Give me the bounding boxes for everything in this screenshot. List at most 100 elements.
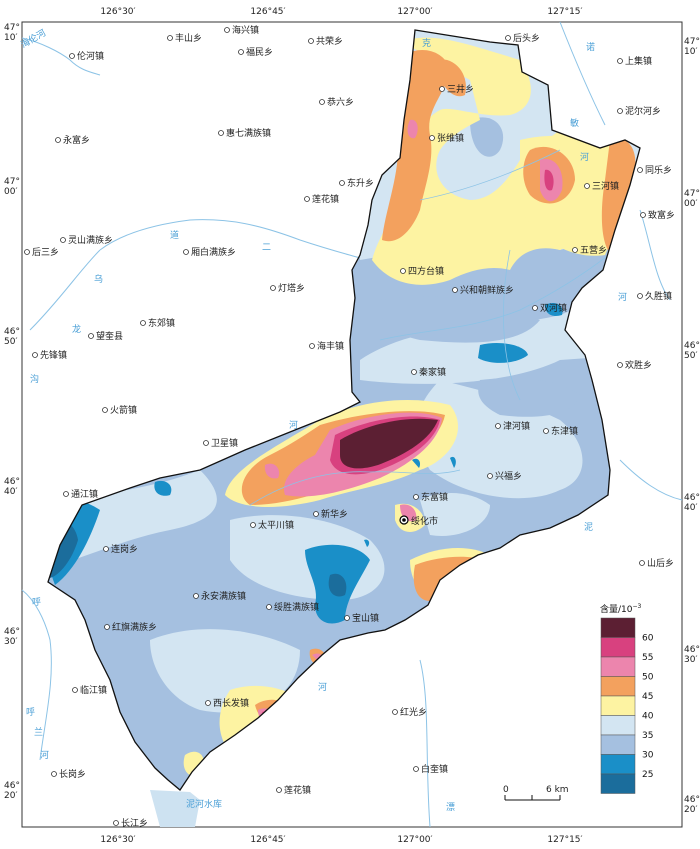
town-marker — [637, 167, 643, 173]
scale-zero: 0 — [503, 785, 509, 795]
town-marker — [104, 624, 110, 630]
town-label: 伦河镇 — [77, 50, 104, 62]
town-marker — [183, 249, 189, 255]
water-label: 乌 — [94, 273, 103, 285]
town-marker — [304, 196, 310, 202]
legend-swatch — [600, 617, 636, 638]
water-label: 河 — [40, 749, 49, 761]
legend-title-sup: −3 — [633, 603, 642, 610]
tick-left: 46° — [4, 477, 20, 487]
town-label: 惠七满族镇 — [226, 127, 271, 139]
tick-right: 46° — [684, 341, 700, 351]
town-label: 双河镇 — [540, 302, 567, 314]
town-label: 长江乡 — [121, 817, 148, 829]
top-ticks: 126°30′ 126°45′ 127°00′ 127°15′ — [100, 7, 582, 17]
tick-bottom: 127°15′ — [547, 835, 582, 845]
tick-left: 46° — [4, 781, 20, 791]
town-label: 卫星镇 — [211, 437, 238, 449]
tick-bottom: 126°30′ — [100, 835, 135, 845]
legend-swatch — [600, 715, 636, 736]
tick-left: 20′ — [4, 791, 18, 801]
town-label: 红光乡 — [400, 706, 427, 718]
town-label: 丰山乡 — [175, 32, 202, 44]
water-label: 河 — [618, 291, 627, 303]
town-marker — [392, 709, 398, 715]
tick-right: 50′ — [684, 351, 698, 361]
tick-left: 40′ — [4, 487, 18, 497]
tick-right: 20′ — [684, 805, 698, 815]
town-marker — [313, 511, 319, 517]
tick-top: 127°15′ — [547, 7, 582, 17]
town-marker — [505, 35, 511, 41]
tick-left: 47° — [4, 23, 20, 33]
town-label: 临江镇 — [80, 684, 107, 696]
town-label: 兴福乡 — [495, 470, 522, 482]
town-marker — [543, 428, 549, 434]
tick-right: 46° — [684, 795, 700, 805]
tick-bottom: 126°45′ — [250, 835, 285, 845]
town-marker — [487, 473, 493, 479]
town-marker — [113, 820, 119, 826]
town-label: 福民乡 — [246, 46, 273, 58]
town-marker — [413, 494, 419, 500]
town-marker — [339, 180, 345, 186]
town-label: 东升乡 — [347, 177, 374, 189]
town-marker — [639, 560, 645, 566]
town-marker — [103, 546, 109, 552]
town-marker — [51, 771, 57, 777]
town-label: 永安满族镇 — [201, 590, 246, 602]
scale-bar: 0 6 km — [503, 785, 569, 801]
water-labels: 海伦河 克 音 敏 河 诺 道 二 乌 龙 河 沟 河 泥 河 呼 兰 河 呼 … — [19, 27, 628, 813]
tick-left: 00′ — [4, 187, 18, 197]
tick-top: 126°45′ — [250, 7, 285, 17]
town-label: 海兴镇 — [232, 24, 259, 36]
town-label: 灵山满族乡 — [68, 234, 113, 246]
town-label: 欢胜乡 — [625, 359, 652, 371]
town-label: 厢白满族乡 — [191, 246, 236, 258]
right-ticks: 47° 10′ 47° 00′ 46° 50′ 46° 40′ 46° 30′ … — [684, 37, 700, 815]
legend-boxes: 60 55 50 45 40 35 30 25 — [600, 617, 654, 794]
left-ticks: 47° 10′ 47° 00′ 46° 50′ 46° 40′ 46° 30′ … — [4, 23, 20, 801]
town-marker — [32, 352, 38, 358]
legend-swatch — [600, 656, 636, 677]
tick-right: 00′ — [684, 199, 698, 209]
water-label: 呼 — [26, 707, 35, 718]
town-label: 后头乡 — [513, 33, 540, 44]
legend-swatch — [600, 695, 636, 716]
tick-left: 50′ — [4, 337, 18, 347]
legend-label: 55 — [642, 653, 653, 663]
town-marker — [193, 593, 199, 599]
town-label: 山后乡 — [647, 558, 674, 569]
town-label: 东津镇 — [551, 425, 578, 437]
town-label: 四方台镇 — [408, 265, 444, 277]
water-label: 道 — [170, 229, 179, 241]
town-marker — [572, 247, 578, 253]
town-marker — [24, 249, 30, 255]
city-marker-dot — [402, 518, 406, 522]
legend-swatch — [600, 734, 636, 755]
town-label: 三井乡 — [447, 83, 474, 95]
water-label: 呼 — [32, 597, 41, 608]
town-marker — [617, 58, 623, 64]
town-marker — [102, 407, 108, 413]
water-label: 泥 — [584, 522, 593, 533]
legend: 含量/10−3 60 55 50 45 40 35 30 25 — [600, 603, 654, 794]
bottom-ticks: 126°30′ 126°45′ 127°00′ 127°15′ — [100, 835, 582, 845]
tick-left: 47° — [4, 177, 20, 187]
water-label: 河 — [289, 419, 298, 431]
legend-title: 含量/10−3 — [600, 603, 642, 615]
town-label: 火箭镇 — [110, 404, 137, 416]
town-label: 同乐乡 — [645, 164, 672, 176]
tick-right: 10′ — [684, 47, 698, 57]
city-label: 绥化市 — [411, 515, 438, 527]
legend-swatch — [600, 676, 636, 697]
town-marker — [309, 343, 315, 349]
tick-left: 46° — [4, 627, 20, 637]
town-marker — [276, 787, 282, 793]
town-label: 望奎县 — [96, 330, 123, 342]
town-marker — [218, 130, 224, 136]
town-label: 五营乡 — [580, 244, 607, 256]
water-label: 克 — [422, 38, 431, 49]
legend-swatch — [600, 637, 636, 658]
